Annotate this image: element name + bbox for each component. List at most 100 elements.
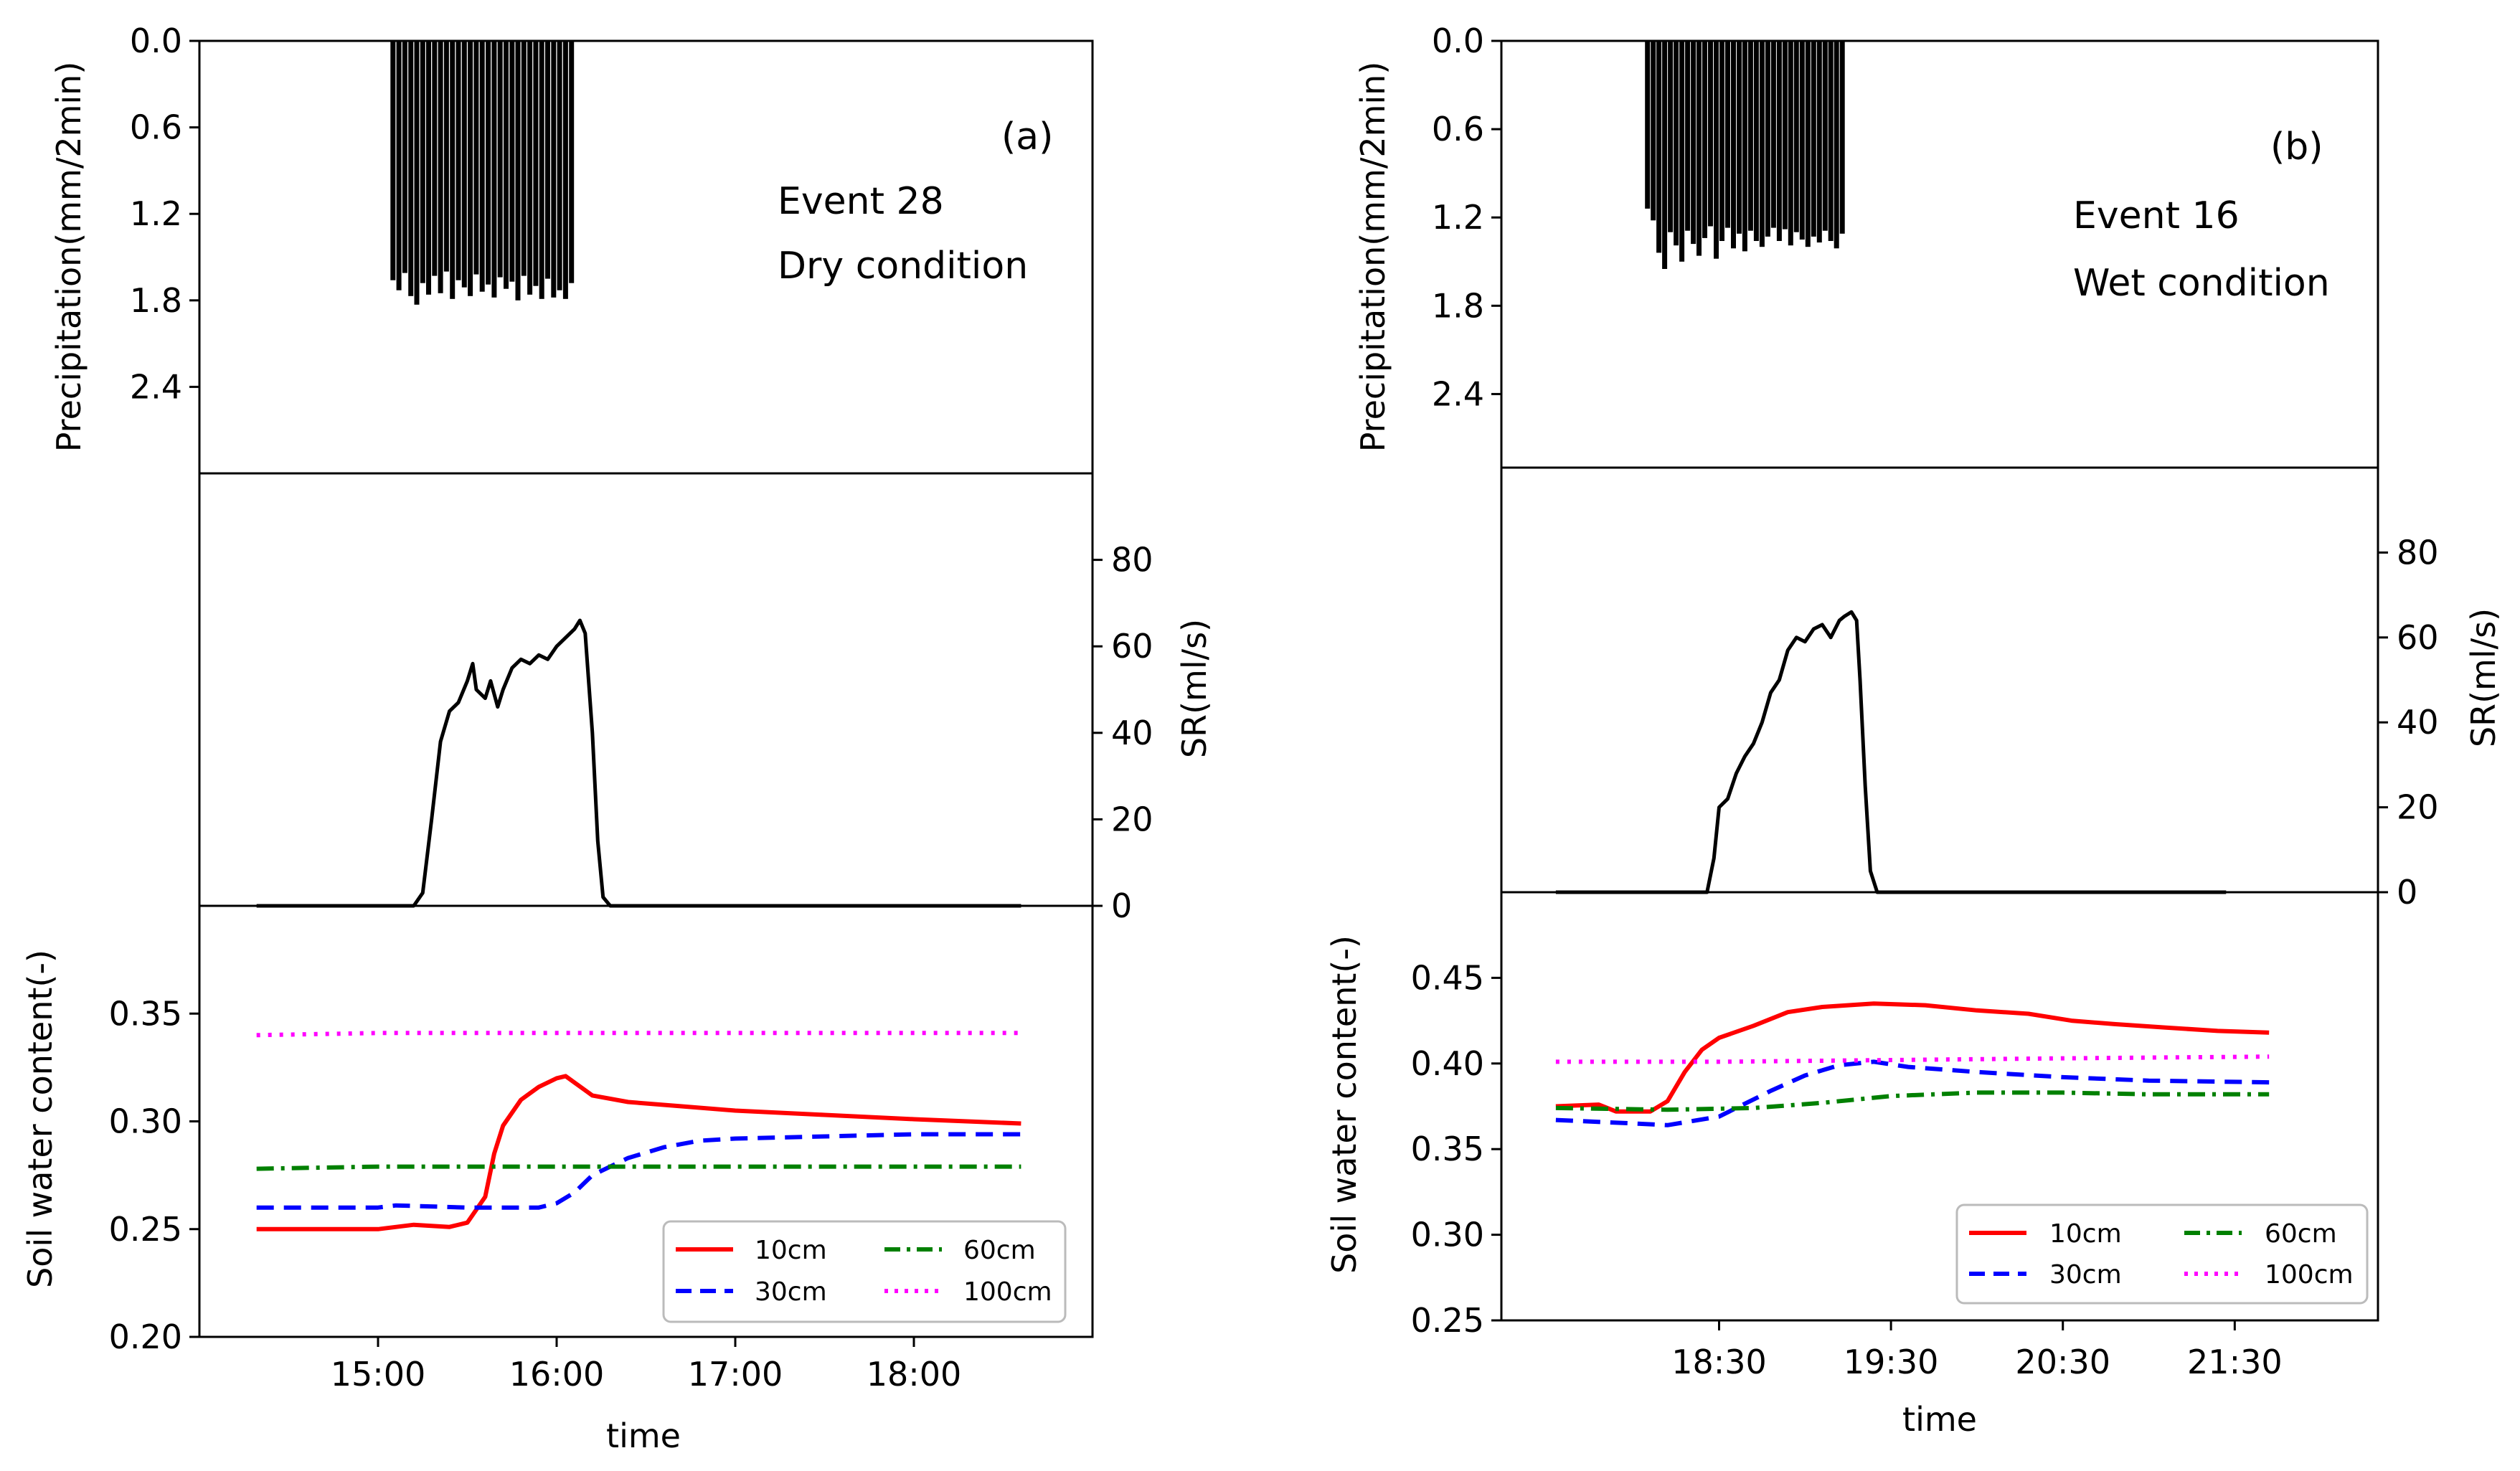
swc-line-30cm — [256, 1132, 1021, 1210]
precip-bar — [473, 41, 479, 275]
panel-b-swc-frame — [1500, 891, 2379, 1322]
time-tick-label: 17:00 — [688, 1355, 783, 1394]
panel-a-precip-ylabel: Precipitation(mm/2min) — [49, 62, 88, 453]
panel-a-legend-60cm: 60cm — [963, 1236, 1036, 1265]
precip-bar — [1759, 41, 1765, 247]
panel-b-sr-line — [1555, 610, 2227, 894]
precip-bar — [497, 41, 503, 278]
precip-ytick-label: 0.0 — [130, 22, 182, 60]
swc-line-100cm — [256, 1031, 1021, 1038]
swc-ytick-label: 0.35 — [109, 994, 182, 1033]
precip-bar — [1731, 41, 1736, 249]
precip-bar — [1765, 41, 1770, 237]
precip-bar — [1737, 41, 1742, 234]
precip-bar — [432, 41, 438, 276]
sr-ytick-label: 20 — [1111, 800, 1153, 838]
swc-line-30cm — [1555, 1059, 2270, 1127]
sr-ytick-label: 40 — [2397, 703, 2439, 742]
time-tick-label: 21:30 — [2187, 1343, 2283, 1381]
panel-a-legend-100cm: 100cm — [963, 1277, 1052, 1307]
precip-bar — [456, 41, 461, 280]
precip-bar — [533, 41, 539, 286]
panel-a-event-label: Event 28 — [778, 180, 944, 223]
precip-bar — [426, 41, 431, 295]
precip-bar — [515, 41, 521, 301]
swc-line-100cm — [1555, 1054, 2270, 1064]
panel-b-precip-ylabel: Precipitation(mm/2min) — [1354, 62, 1392, 453]
precip-ytick-label: 0.6 — [130, 108, 182, 147]
sr-ytick-label: 80 — [1111, 541, 1153, 580]
panel-a-label: (a) — [1001, 115, 1053, 159]
precip-bar — [1747, 41, 1753, 231]
panel-b-sr-ylabel: SR(ml/s) — [2464, 608, 2503, 747]
precip-bar — [1782, 41, 1788, 230]
precip-bar — [438, 41, 443, 293]
precip-bar — [1691, 41, 1696, 245]
precip-bar — [1645, 41, 1651, 209]
panel-b-condition-label: Wet condition — [2073, 262, 2330, 305]
sr-ytick-label: 40 — [1111, 714, 1153, 752]
panel-a: 0.0 0.6 1.2 1.8 2.4 (a) Event 28 Dry conditi… — [21, 22, 1214, 1455]
precip-bar — [408, 41, 414, 296]
panel-b-legend: 10cm 30cm 60cm 100cm — [1955, 1203, 2369, 1305]
time-tick-label: 18:30 — [1671, 1343, 1767, 1381]
time-tick-label: 15:00 — [331, 1355, 426, 1394]
precip-bar — [396, 41, 402, 290]
panel-b-swc-ylabel: Soil water content(-) — [1325, 935, 1364, 1274]
panel-a-condition-label: Dry condition — [778, 245, 1028, 288]
precip-bar — [1679, 41, 1685, 262]
precip-bar — [1685, 41, 1691, 231]
sr-ytick-label: 60 — [2397, 618, 2439, 657]
precip-bar — [486, 41, 491, 285]
precip-bar — [491, 41, 497, 298]
panel-a-sr-ylabel: SR(ml/s) — [1175, 619, 1214, 758]
panel-b-label: (b) — [2270, 126, 2323, 169]
panel-a-time-label: time — [606, 1416, 681, 1455]
panel-b-time-label: time — [1902, 1400, 1977, 1439]
swc-line-60cm — [1555, 1090, 2270, 1112]
precip-bar — [527, 41, 533, 295]
precip-bar — [569, 41, 575, 283]
precip-ytick-label: 0.6 — [1432, 110, 1484, 148]
panel-b-legend-box — [1955, 1203, 2369, 1305]
precip-bar — [1696, 41, 1702, 256]
precip-bar — [450, 41, 456, 299]
precip-bar — [1753, 41, 1759, 241]
precip-bar — [1839, 41, 1845, 234]
precip-bar — [1816, 41, 1822, 243]
time-tick-label: 20:30 — [2015, 1343, 2110, 1381]
panel-b-legend-30cm: 30cm — [2049, 1260, 2122, 1290]
precip-bar — [1708, 41, 1713, 227]
panel-b-precip-frame — [1500, 39, 2379, 469]
swc-ytick-label: 0.45 — [1411, 958, 1484, 997]
panel-a-swc-ylabel: Soil water content(-) — [21, 950, 60, 1288]
sr-ytick-label: 80 — [2397, 533, 2439, 572]
time-tick-label: 19:30 — [1844, 1343, 1939, 1381]
precip-bar — [539, 41, 544, 299]
precip-bar — [1793, 41, 1799, 232]
swc-ytick-label: 0.30 — [109, 1102, 182, 1141]
precip-bar — [1811, 41, 1816, 237]
panel-a-legend: 10cm 30cm 60cm 100cm — [662, 1220, 1067, 1323]
time-tick-label: 16:00 — [509, 1355, 605, 1394]
panel-a-legend-box — [662, 1220, 1067, 1323]
precip-bar — [468, 41, 473, 296]
precip-bar — [479, 41, 485, 292]
panel-b-legend-10cm: 10cm — [2049, 1219, 2122, 1249]
sr-ytick-label: 0 — [2397, 873, 2417, 912]
precip-ytick-label: 2.4 — [1432, 374, 1484, 413]
swc-ytick-label: 0.30 — [1411, 1216, 1484, 1254]
precip-ytick-label: 1.8 — [1432, 286, 1484, 325]
precip-bar — [1702, 41, 1707, 238]
sr-ytick-label: 0 — [1111, 886, 1132, 925]
precip-bar — [1651, 41, 1656, 221]
precip-bar — [420, 41, 425, 283]
precip-bar — [562, 41, 568, 299]
swc-ytick-label: 0.40 — [1411, 1044, 1484, 1083]
panel-b: 0.0 0.6 1.2 1.8 2.4 (b) Event 16 Wet conditi… — [1325, 22, 2503, 1439]
panel-b-legend-100cm: 100cm — [2265, 1260, 2354, 1290]
swc-line-60cm — [256, 1164, 1021, 1171]
precip-bar — [1834, 41, 1839, 249]
precip-bar — [1742, 41, 1747, 252]
